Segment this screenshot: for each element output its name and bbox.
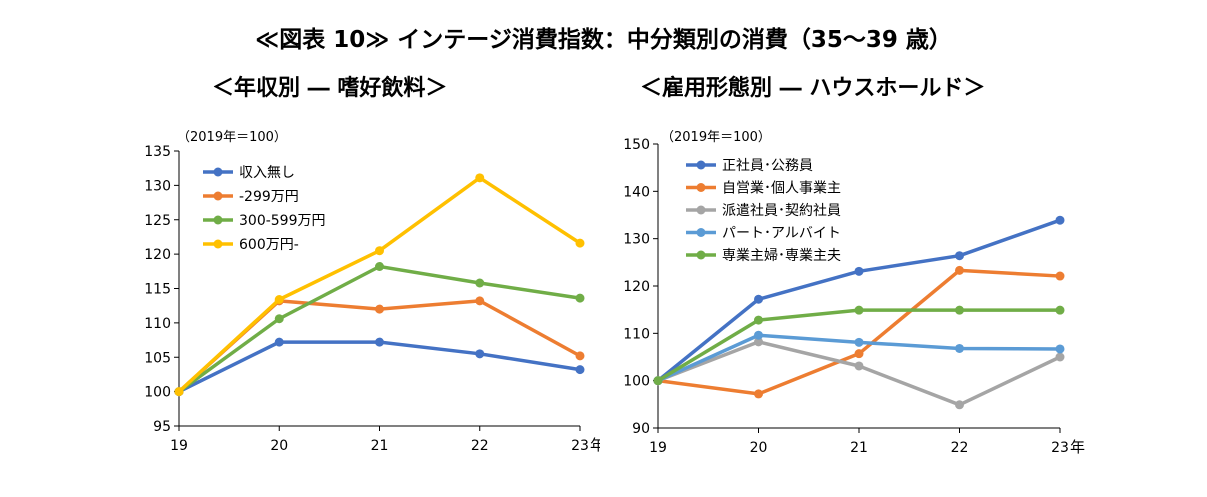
left-line-chart: 95 100 105 110 115 120 125 130 135 19 20 21 22 23 年 （20… [144, 130, 600, 454]
data-point [475, 173, 485, 183]
y-tick-label: 125 [144, 213, 171, 229]
x-tick-label: 23 [1051, 440, 1069, 456]
x-tick-label: 21 [850, 440, 868, 456]
legend-label: 正社員･公務員 [722, 158, 813, 174]
y-tick-label: 120 [623, 279, 650, 295]
legend-label: 収入無し [239, 165, 295, 181]
legend-marker [213, 239, 223, 249]
data-point [575, 351, 585, 361]
data-point [754, 330, 763, 340]
data-point [1055, 344, 1065, 354]
data-point [475, 296, 485, 306]
legend-label: 専業主婦･専業主夫 [722, 247, 841, 264]
data-point [274, 295, 284, 304]
x-tick-label: 19 [649, 440, 667, 456]
y-tick-label: 90 [632, 421, 650, 437]
x-tick-label: 22 [471, 438, 489, 454]
data-point [475, 349, 485, 359]
y-tick-label: 100 [144, 385, 171, 401]
legend-marker [696, 228, 706, 237]
data-point [274, 337, 284, 347]
data-point [754, 337, 763, 347]
y-tick-label: 150 [623, 137, 650, 153]
y-tick-label: 130 [144, 178, 171, 194]
x-tick-label: 20 [270, 438, 288, 454]
y-tick-label: 110 [144, 316, 171, 332]
unit-note: （2019年＝100） [661, 130, 771, 145]
legend-label: 自営業･個人事業主 [722, 181, 841, 197]
data-point [1055, 305, 1065, 315]
data-point [854, 361, 864, 371]
legend-marker [696, 160, 706, 170]
y-tick-label: 135 [144, 144, 171, 160]
data-point [1055, 215, 1065, 225]
data-point [754, 294, 763, 304]
x-tick-label: 23 [571, 438, 589, 454]
x-tick-label: 22 [951, 440, 969, 456]
legend-marker [696, 183, 706, 192]
y-tick-label: 110 [623, 326, 650, 342]
data-point [955, 251, 964, 261]
x-tick-label: 20 [750, 440, 768, 456]
left-chart-subtitle: ＜年収別 ― 嗜好飲料＞ [212, 76, 448, 101]
data-point [274, 314, 284, 324]
data-point [854, 349, 864, 359]
legend-label: 派遣社員･契約社員 [722, 203, 841, 219]
y-tick-label: 120 [144, 247, 171, 263]
x-tick-label: 21 [371, 438, 389, 454]
legend-marker [213, 191, 223, 201]
data-point [854, 337, 864, 347]
y-tick-label: 140 [623, 184, 650, 200]
data-point [575, 238, 585, 248]
data-point [754, 389, 763, 399]
legend-label: パート･アルバイト [722, 226, 841, 242]
legend-label: 300-599万円 [239, 213, 326, 229]
data-point [1055, 271, 1065, 281]
legend-label: -299万円 [239, 189, 299, 205]
data-point [375, 337, 384, 347]
figure-title: ≪図表 10≫ インテージ消費指数：中分類別の消費（35～39 歳） [255, 27, 952, 53]
legend-marker [213, 215, 223, 225]
data-point [174, 387, 184, 397]
y-tick-label: 105 [144, 350, 171, 366]
legend-marker [696, 250, 706, 260]
y-tick-label: 130 [623, 232, 650, 248]
y-tick-label: 100 [623, 374, 650, 390]
x-tick-label: 19 [170, 438, 188, 454]
legend-label: 600万円- [239, 237, 299, 253]
data-point [475, 278, 485, 288]
data-point [854, 266, 864, 276]
y-tick-label: 115 [144, 282, 171, 298]
data-point [1055, 352, 1065, 362]
unit-note: （2019年＝100） [177, 130, 287, 145]
data-point [955, 343, 964, 353]
legend-marker [696, 205, 706, 215]
legend-marker [213, 167, 223, 177]
right-chart-subtitle: ＜雇用形態別 ― ハウスホールド＞ [640, 76, 986, 101]
data-point [955, 305, 964, 315]
data-point [575, 293, 585, 303]
data-point [955, 265, 964, 275]
data-point [955, 400, 964, 410]
data-point [375, 262, 384, 271]
data-point [653, 376, 663, 386]
data-point [854, 305, 864, 315]
data-point [375, 246, 384, 256]
x-axis-unit: 年 [1070, 438, 1085, 456]
y-tick-label: 95 [153, 419, 171, 435]
data-point [754, 315, 763, 325]
data-point [575, 365, 585, 375]
data-point [375, 304, 384, 314]
x-axis-unit: 年 [590, 436, 600, 454]
